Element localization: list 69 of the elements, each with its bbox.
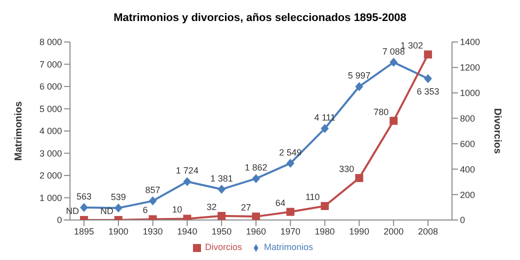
y-tick-label: 8 000	[39, 37, 62, 48]
point	[252, 212, 260, 220]
data-label: 110	[305, 192, 320, 202]
x-tick-label: 2008	[418, 226, 438, 236]
legend-label: Matrimonios	[264, 242, 314, 252]
point	[355, 82, 364, 92]
y2-tick-label: 800	[460, 113, 476, 124]
x-tick-label: 2000	[384, 226, 404, 236]
data-label: 5 997	[348, 70, 370, 81]
y2-tick-label: 200	[460, 190, 476, 200]
point	[218, 212, 226, 220]
point	[252, 174, 260, 184]
x-tick-label: 1900	[108, 226, 128, 236]
y2-tick-label: 1000	[460, 88, 480, 98]
y-tick-label: 7 000	[39, 59, 62, 70]
point	[424, 50, 432, 58]
y-tick-label: 0	[56, 215, 62, 226]
data-label: 1 724	[176, 166, 198, 176]
point	[183, 177, 192, 186]
y-tick-label: 5 000	[39, 104, 62, 114]
point	[424, 74, 432, 84]
data-label: 10	[172, 204, 182, 215]
data-label: 1 862	[244, 162, 268, 173]
point	[320, 202, 329, 210]
point	[355, 174, 364, 182]
y2-tick-label: 0	[460, 215, 466, 226]
chart-title: Matrimonios y divorcios, años seleccionados 1895-2008	[112, 11, 408, 26]
y-tick-label: 6 000	[39, 82, 62, 92]
data-label: 539	[110, 192, 126, 202]
y2-tick-label: 1400	[460, 37, 480, 48]
point	[286, 158, 294, 168]
data-label: 27	[240, 202, 251, 213]
x-tick-label: 1980	[314, 226, 335, 236]
y-tick-label: 3 000	[39, 148, 62, 158]
x-tick-label: 1960	[246, 226, 266, 236]
point	[218, 184, 226, 194]
y-tick-label: 1 000	[39, 192, 62, 203]
y2-tick-label: 600	[460, 138, 476, 149]
data-label: 330	[339, 164, 354, 174]
point	[320, 124, 329, 134]
x-tick-label: 1990	[349, 226, 370, 236]
point	[148, 196, 157, 206]
y-tick-label: 4 000	[39, 126, 62, 136]
x-tick-label: 1940	[177, 226, 198, 236]
x-tick-label: 1895	[74, 226, 94, 236]
point	[390, 58, 398, 67]
y2-tick-label: 400	[460, 164, 476, 174]
x-tick-label: 1930	[142, 226, 163, 236]
data-label: 6 353	[416, 86, 440, 97]
y2-tick-label: 1200	[460, 62, 480, 73]
data-label: 32	[206, 202, 217, 212]
point	[390, 116, 398, 125]
legend-label: Divorcios	[204, 242, 242, 252]
data-label: 6	[142, 205, 148, 216]
y-tick-label: 2 000	[39, 170, 62, 181]
data-label: 1 381	[210, 173, 233, 184]
y-axis-title: Matrimonios	[14, 100, 25, 161]
x-tick-label: 1950	[212, 226, 232, 236]
data-label: 64	[275, 198, 286, 208]
data-label: ND	[100, 206, 114, 216]
point	[114, 204, 122, 213]
x-tick-label: 1970	[280, 226, 300, 236]
point	[286, 208, 294, 216]
data-label: 857	[145, 184, 160, 195]
data-label: 563	[76, 191, 92, 202]
data-label: 780	[374, 106, 389, 117]
data-label: 2 549	[279, 147, 302, 158]
point	[80, 202, 88, 212]
y2-axis-title: Divorcios	[491, 108, 502, 154]
